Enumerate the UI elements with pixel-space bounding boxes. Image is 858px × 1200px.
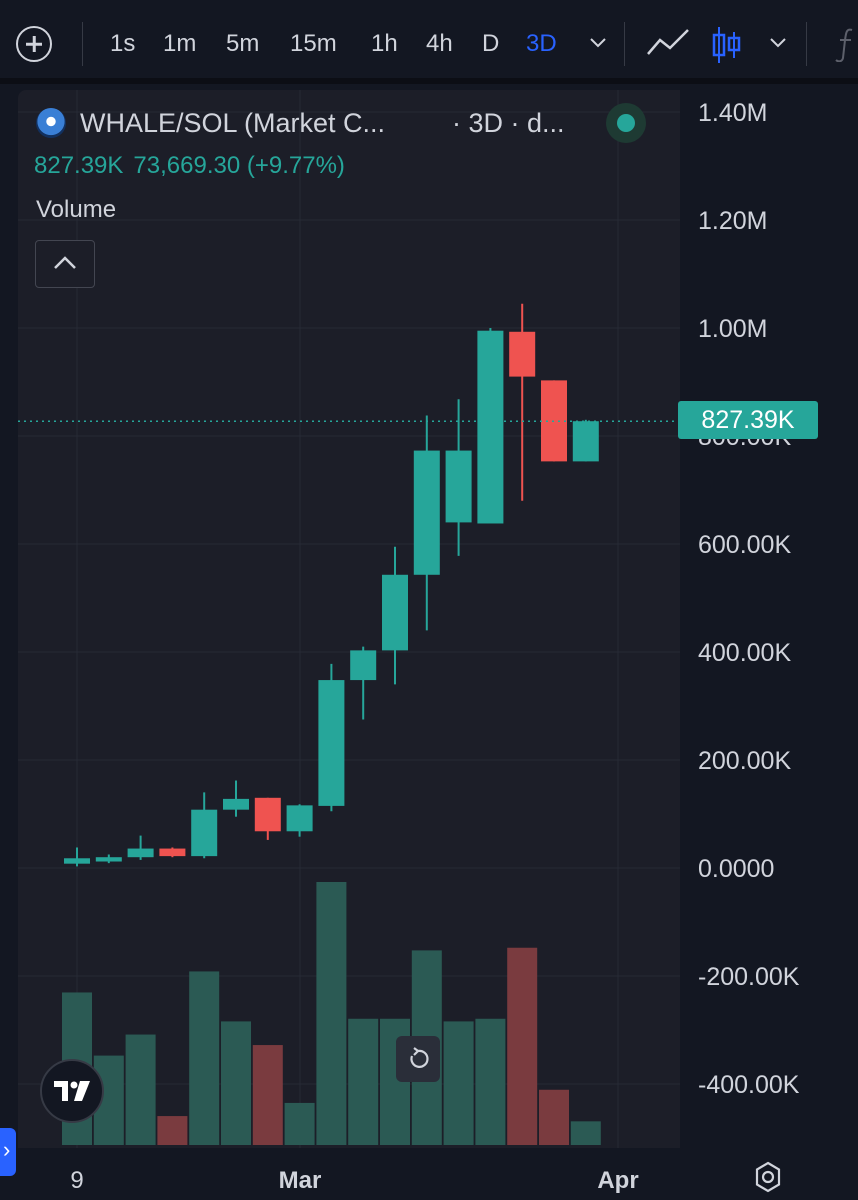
volume-bar — [252, 1045, 283, 1145]
settings-gear-icon[interactable] — [752, 1160, 784, 1194]
volume-bar — [157, 1116, 188, 1145]
y-axis-label: 200.00K — [698, 747, 791, 775]
side-panel-toggle-button[interactable] — [0, 1128, 16, 1176]
chevron-up-icon — [54, 256, 76, 269]
volume-bar — [221, 1021, 251, 1145]
reset-chart-button[interactable] — [396, 1036, 440, 1082]
candle-body — [382, 574, 408, 651]
candlestick-icon[interactable] — [712, 26, 742, 64]
line-chart-icon[interactable] — [646, 26, 690, 62]
volume-bar — [475, 1018, 506, 1145]
symbol-title[interactable]: WHALE/SOL (Market C... — [80, 108, 386, 138]
candle-body — [191, 809, 218, 857]
candle-body — [350, 650, 377, 681]
chart-type-chevron-down-icon[interactable] — [768, 36, 788, 50]
x-axis-label: Apr — [597, 1167, 638, 1194]
candle-body — [95, 857, 122, 862]
candle-body — [286, 805, 313, 832]
candle-body — [477, 330, 504, 524]
timeframe-1m-button[interactable]: 1m — [163, 30, 197, 57]
y-axis-label: 400.00K — [698, 639, 791, 667]
candle-body — [159, 848, 186, 857]
price-change: 73,669.30 (+9.77%) — [133, 152, 345, 179]
volume-indicator-label[interactable]: Volume — [36, 196, 117, 223]
y-axis-label: -200.00K — [698, 963, 800, 991]
y-axis-label: 1.00M — [698, 315, 767, 343]
timeframe-chevron-down-icon[interactable] — [588, 36, 608, 50]
toolbar-divider — [624, 22, 625, 66]
last-price-tag: 827.39K — [678, 401, 818, 439]
candle-body — [127, 848, 154, 858]
top-toolbar: 1s 1m 5m 15m 1h 4h D 3D — [0, 0, 858, 84]
candle-body — [509, 331, 536, 377]
y-axis-label: -400.00K — [698, 1071, 800, 1099]
symbol-logo-icon — [36, 108, 66, 138]
x-axis-label: Mar — [279, 1167, 322, 1194]
timeframe-4h-button[interactable]: 4h — [426, 30, 453, 57]
volume-bar — [284, 1102, 315, 1145]
volume-bar — [316, 882, 347, 1145]
toolbar-divider — [82, 22, 83, 66]
timeframe-3d-button[interactable]: 3D — [526, 30, 557, 57]
volume-bar — [570, 1121, 601, 1145]
candle-body — [413, 450, 440, 575]
timeframe-1s-button[interactable]: 1s — [110, 30, 136, 57]
last-value: 827.39K — [34, 152, 124, 179]
y-axis-label: 0.0000 — [698, 855, 774, 883]
volume-bar — [443, 1021, 474, 1145]
volume-bar — [125, 1034, 156, 1145]
add-symbol-plus-icon[interactable] — [16, 26, 52, 62]
reset-icon — [410, 1047, 429, 1068]
y-axis-label: 600.00K — [698, 531, 791, 559]
price-legend: 827.39K 73,669.30 (+9.77%) — [34, 152, 355, 180]
timeframe-5m-button[interactable]: 5m — [226, 30, 260, 57]
candle-body — [223, 798, 249, 810]
symbol-interval-info: · 3D · d... — [452, 108, 565, 138]
market-status-icon[interactable] — [606, 103, 646, 143]
tradingview-logo-icon[interactable] — [40, 1059, 104, 1123]
volume-bar — [348, 1018, 379, 1145]
collapse-legend-button[interactable] — [35, 240, 95, 288]
candle-body — [445, 450, 472, 523]
timeframe-15m-button[interactable]: 15m — [290, 30, 337, 57]
candle-body — [254, 797, 281, 832]
timeframe-d-button[interactable]: D — [482, 30, 500, 57]
candle-body — [64, 858, 90, 864]
candle-body — [318, 680, 345, 806]
volume-bar — [189, 971, 220, 1145]
volume-bar — [507, 947, 538, 1145]
y-axis-label: 1.20M — [698, 207, 767, 235]
y-axis-label: 1.40M — [698, 99, 767, 127]
indicators-fx-icon[interactable] — [834, 26, 856, 62]
chart-pane[interactable] — [18, 90, 680, 1148]
x-axis-label: 9 — [70, 1167, 83, 1194]
volume-bar — [539, 1089, 569, 1145]
candle-body — [572, 421, 599, 462]
timeframe-1h-button[interactable]: 1h — [371, 30, 398, 57]
toolbar-divider — [806, 22, 807, 66]
